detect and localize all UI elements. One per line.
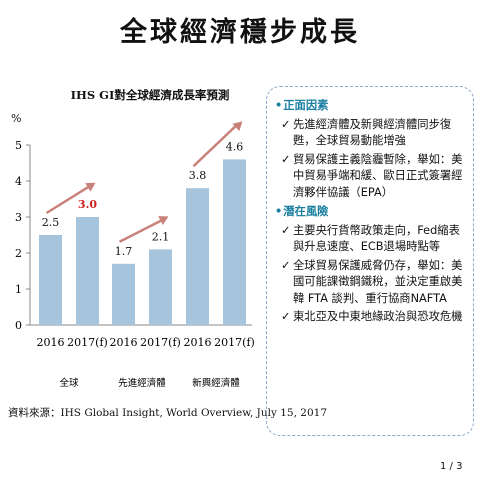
- section-heading-positive: •正面因素: [275, 99, 329, 112]
- y-tick-label: 3: [15, 211, 22, 224]
- trend-arrow: [192, 123, 239, 168]
- trend-arrow-head: [158, 216, 169, 225]
- page-title: 全球經濟穩步成長: [120, 17, 360, 48]
- trend-arrow-head: [232, 121, 243, 132]
- data-label: 3.8: [189, 169, 207, 182]
- data-label: 1.7: [115, 245, 133, 258]
- list-item: ✓ 主要央行貨幣政策走向，Fed縮表與升息速度、ECB退場時點等: [281, 223, 467, 256]
- check-icon: ✓: [281, 117, 291, 131]
- source-note: 資料來源：IHS Global Insight, World Overview,…: [8, 407, 328, 419]
- check-icon: ✓: [281, 258, 291, 272]
- bar: [39, 235, 62, 325]
- check-icon: ✓: [281, 223, 291, 237]
- section-heading-risk: •潛在風險: [275, 205, 329, 218]
- bar-chart: 0 1 2 3 4 5 2.5 2016 3.0 2017(f) 全球 1.7 2016 2.1 2017(…: [15, 121, 255, 389]
- group-label: 新興經濟體: [192, 377, 240, 389]
- check-icon: ✓: [281, 152, 291, 166]
- data-label: 3.0: [78, 198, 97, 211]
- check-icon: ✓: [281, 310, 291, 323]
- list-item: ✓ 先進經濟體及新興經濟體同步復甦，全球貿易動能增強: [281, 117, 467, 150]
- bar: [149, 249, 172, 325]
- x-tick-label: 2017(f): [140, 336, 181, 349]
- factors-panel: •正面因素 ✓ 先進經濟體及新興經濟體同步復甦，全球貿易動能增強 ✓ 貿易保護主義陰…: [266, 86, 474, 436]
- trend-arrow: [45, 184, 92, 215]
- chart-title: IHS GI對全球經濟成長率預測: [70, 88, 230, 102]
- data-label: 4.6: [226, 140, 244, 153]
- y-axis-unit: %: [11, 112, 22, 125]
- y-tick-label: 0: [15, 319, 22, 332]
- y-tick-label: 1: [15, 283, 22, 296]
- y-tick-label: 4: [15, 175, 22, 188]
- data-label: 2.5: [42, 216, 60, 229]
- page-number: 1 / 3: [440, 461, 463, 472]
- bar: [112, 263, 135, 325]
- group-label: 先進經濟體: [118, 377, 166, 389]
- x-tick-label: 2016: [184, 336, 212, 349]
- x-tick-label: 2017(f): [67, 336, 108, 349]
- x-tick-label: 2017(f): [214, 336, 255, 349]
- trend-arrow: [118, 218, 165, 243]
- list-item: ✓ 貿易保護主義陰霾暫除，舉如：美中貿易爭端和緩、歐日正式簽署經濟夥伴協議（EPA…: [281, 152, 467, 202]
- group-label: 全球: [59, 377, 79, 389]
- bar: [223, 159, 246, 325]
- x-tick-label: 2016: [37, 336, 65, 349]
- bar: [186, 188, 209, 325]
- trend-arrow-head: [85, 182, 96, 192]
- list-item: ✓ 全球貿易保護威脅仍存，舉如：美國可能課徵鋼鐵稅，並決定重啟美韓 FTA 談判、…: [281, 258, 467, 308]
- y-tick-label: 2: [15, 247, 22, 260]
- data-label: 2.1: [152, 230, 170, 243]
- y-tick-label: 5: [15, 139, 22, 152]
- list-item: ✓ 東北亞及中東地緣政治與恐攻危機: [281, 309, 467, 326]
- x-tick-label: 2016: [110, 336, 138, 349]
- bar: [76, 217, 99, 325]
